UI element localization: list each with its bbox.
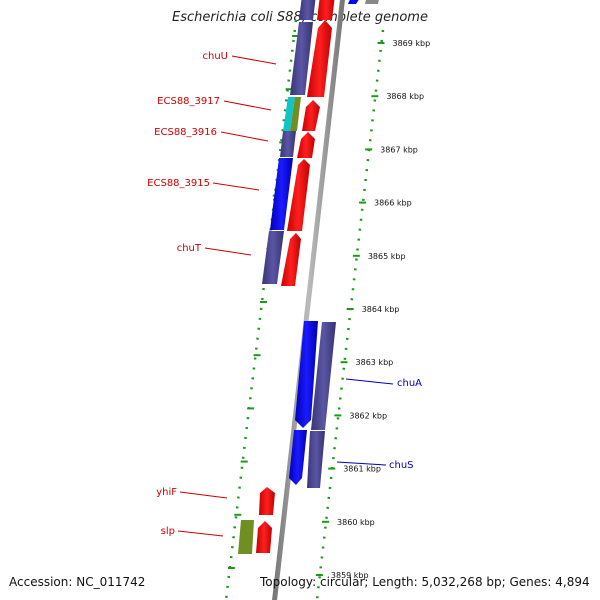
accession-text: Accession: NC_011742 (9, 575, 146, 589)
gene-label-yhiF: yhiF (156, 487, 177, 498)
gene-slp-olive (238, 520, 254, 554)
gene-top-partial-dark (299, 0, 316, 20)
gene-chuS-dark (307, 431, 325, 488)
scale-tick-label: 3860 kbp (337, 518, 375, 527)
gene-top-partial-blue (348, 0, 359, 4)
gene-ECS88-3917-red (302, 100, 320, 131)
scale-tick-label: 3868 kbp (386, 92, 424, 101)
gene-chuU-dark (290, 22, 313, 95)
gene-top-partial-red (317, 0, 335, 20)
scale-tick-label: 3869 kbp (392, 39, 430, 48)
scale-tick-label: 3863 kbp (356, 358, 394, 367)
scale-tick-label: 3864 kbp (362, 305, 400, 314)
gene-label-chuT: chuT (177, 243, 202, 254)
gene-chuS-blue (289, 430, 307, 485)
topology-text: Topology: circular; Length: 5,032,268 bp… (260, 575, 590, 589)
gene-chuT-dark (262, 231, 284, 284)
gene-label-ECS88-3915: ECS88_3915 (147, 178, 210, 189)
scale-tick-label: 3867 kbp (380, 145, 418, 154)
gene-label-chuA: chuA (397, 378, 422, 389)
gene-ECS88-3915-blue (270, 158, 293, 230)
scale-tick-label: 3865 kbp (368, 252, 406, 261)
gene-slp-red (256, 521, 272, 553)
gene-ECS88-3916-red (297, 132, 315, 158)
gene-label-chuS: chuS (389, 460, 414, 471)
scale-tick-label: 3861 kbp (343, 465, 381, 474)
scale-tick-label: 3862 kbp (349, 411, 387, 420)
gene-label-ECS88-3917: ECS88_3917 (157, 96, 220, 107)
gene-chuU-red (307, 20, 332, 97)
right-ruler-ticks (315, 42, 385, 576)
gene-yhiF-red (259, 487, 275, 515)
scale-tick-labels: 3869 kbp 3868 kbp 3867 kbp 3866 kbp 3865 kbp… (331, 39, 430, 580)
gene-ECS88-3916-dark (280, 131, 296, 157)
gene-labels: chuU ECS88_3917 ECS88_3916 ECS88_3915 ch… (147, 51, 422, 537)
gene-ECS88-3917-cyan (283, 97, 295, 131)
backbone-line (272, 0, 345, 600)
gene-label-ECS88-3916: ECS88_3916 (154, 127, 217, 138)
gene-label-chuU: chuU (203, 51, 229, 62)
gene-label-leaders (177, 55, 394, 537)
scale-tick-label: 3859 kbp (331, 571, 369, 580)
gene-label-slp: slp (161, 526, 175, 537)
gene-chuA-dark (311, 322, 336, 430)
scale-tick-label: 3866 kbp (374, 199, 412, 208)
gene-ECS88-3915-red (287, 159, 310, 231)
gene-ECS88-3917-olive (290, 97, 301, 131)
gene-chuT-red (281, 233, 301, 286)
gene-top-partial-grey (365, 0, 379, 4)
gene-chuA-blue (295, 321, 318, 428)
